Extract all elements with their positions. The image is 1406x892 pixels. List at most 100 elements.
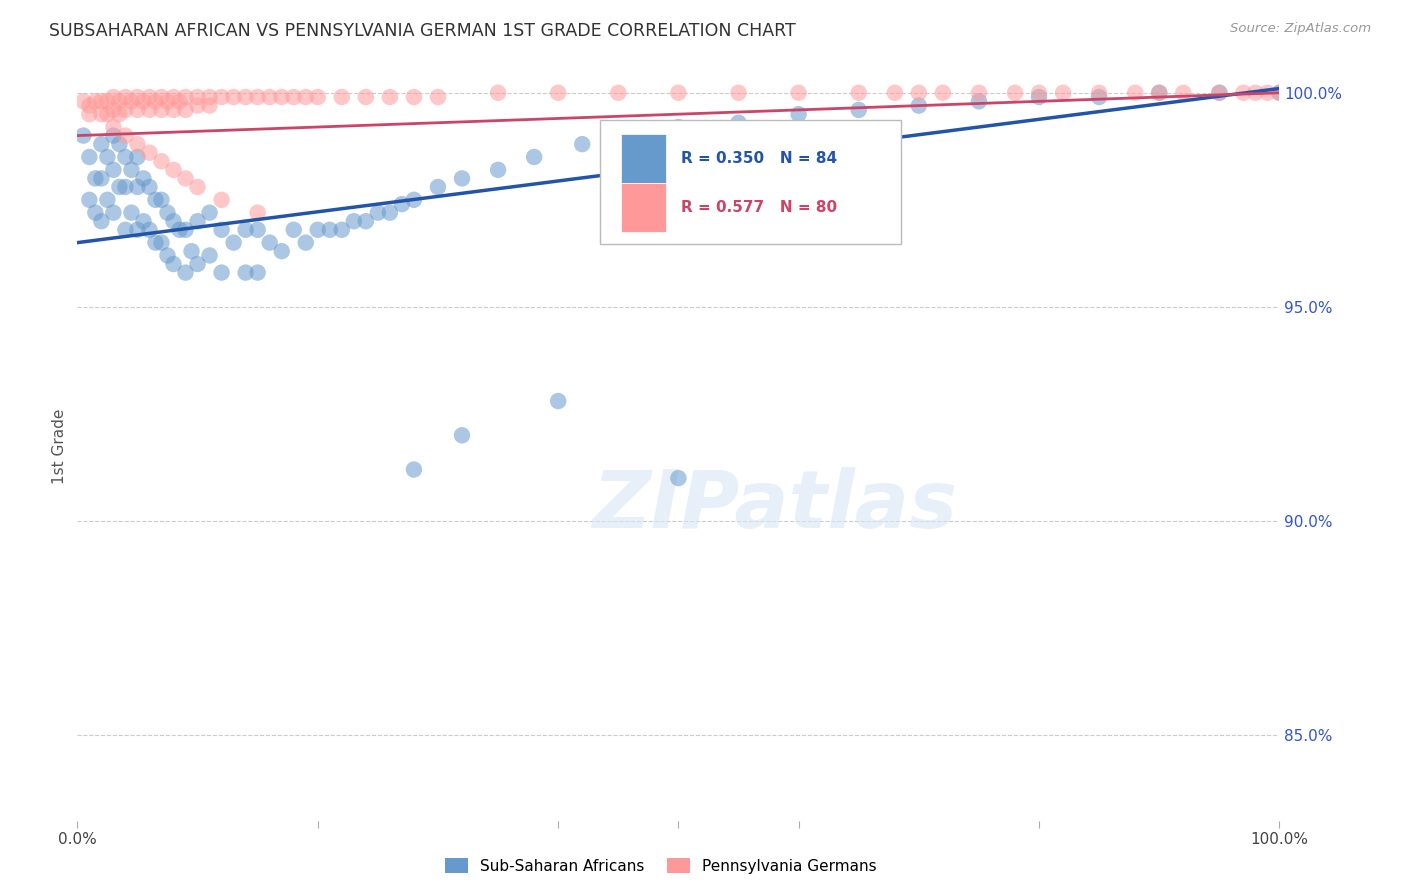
Point [1173,86,1195,100]
Point [427,90,450,104]
Point [848,86,870,100]
Point [79,150,101,164]
Point [103,103,125,117]
Point [169,223,191,237]
Point [108,107,131,121]
Point [787,107,810,121]
Point [1004,86,1026,100]
Point [127,137,149,152]
Point [162,90,184,104]
Point [108,137,131,152]
Bar [620,135,666,183]
Point [187,90,209,104]
Point [79,193,101,207]
Point [354,90,377,104]
Point [127,103,149,117]
Point [294,235,316,250]
Point [222,235,245,250]
Point [156,248,179,262]
Point [127,180,149,194]
Point [150,103,173,117]
Point [96,150,118,164]
Point [270,244,292,259]
Point [96,107,118,121]
Point [246,266,269,280]
Point [727,116,749,130]
Point [330,90,353,104]
Point [90,95,112,109]
Point [108,95,131,109]
Point [79,107,101,121]
Point [114,180,136,194]
Point [174,90,197,104]
Point [1268,86,1291,100]
Point [1208,86,1230,100]
Point [114,90,136,104]
Point [187,214,209,228]
Point [162,214,184,228]
Text: SUBSAHARAN AFRICAN VS PENNSYLVANIA GERMAN 1ST GRADE CORRELATION CHART: SUBSAHARAN AFRICAN VS PENNSYLVANIA GERMA… [49,22,796,40]
Point [84,205,107,219]
Point [330,223,353,237]
Point [1088,86,1111,100]
Point [150,235,173,250]
Point [145,95,167,109]
Point [932,86,955,100]
Point [145,235,167,250]
Point [132,214,155,228]
Point [343,214,366,228]
Point [402,90,425,104]
Point [246,223,269,237]
Point [235,90,257,104]
Point [162,103,184,117]
Point [378,205,401,219]
Text: Source: ZipAtlas.com: Source: ZipAtlas.com [1230,22,1371,36]
Point [571,137,593,152]
Point [84,171,107,186]
Point [150,154,173,169]
Point [883,86,905,100]
Point [211,90,233,104]
Point [156,205,179,219]
Point [259,90,281,104]
Point [367,205,389,219]
Point [235,223,257,237]
Point [84,95,107,109]
Point [138,180,160,194]
Point [127,223,149,237]
Point [668,86,690,100]
Point [607,128,630,143]
Point [145,193,167,207]
Point [90,107,112,121]
Point [607,86,630,100]
Point [486,162,509,177]
Point [967,95,990,109]
Point [120,162,142,177]
Point [246,90,269,104]
Point [235,266,257,280]
Point [180,244,202,259]
Point [198,98,221,112]
Point [246,205,269,219]
Point [120,95,142,109]
Point [72,128,94,143]
Point [174,103,197,117]
Point [138,103,160,117]
Text: R = 0.350   N = 84: R = 0.350 N = 84 [681,151,837,166]
Point [114,103,136,117]
Point [138,145,160,160]
Point [402,193,425,207]
Point [668,120,690,134]
Point [96,95,118,109]
Point [132,171,155,186]
Point [307,90,329,104]
Point [848,103,870,117]
Point [378,90,401,104]
Point [120,205,142,219]
Point [402,462,425,476]
Point [174,266,197,280]
Point [307,223,329,237]
Point [1088,90,1111,104]
Point [198,90,221,104]
Point [90,214,112,228]
